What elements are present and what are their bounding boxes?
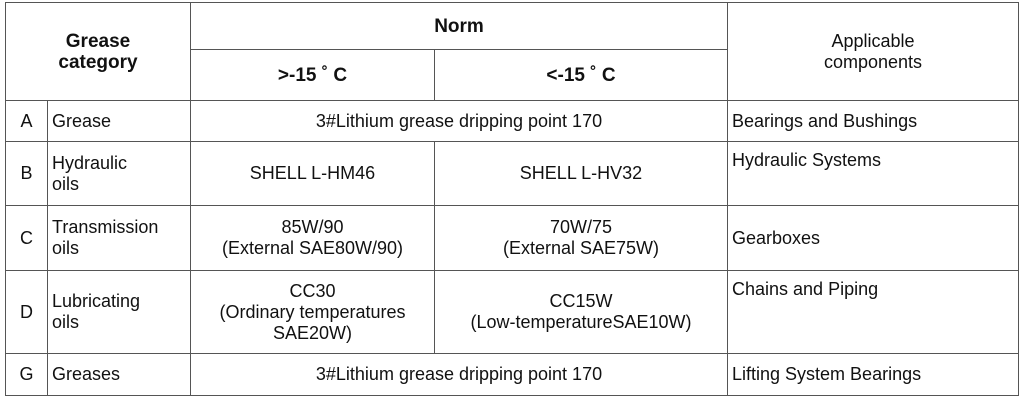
row-components: Gearboxes: [727, 205, 1019, 271]
header-norm-text: Norm: [434, 15, 484, 37]
row-name-text: Hydraulic: [52, 152, 128, 173]
row-name: Lubricating oils: [47, 270, 191, 354]
header-components-text: Applicable: [831, 30, 915, 51]
header-components-text: components: [823, 51, 923, 72]
row-components: Bearings and Bushings: [727, 100, 1019, 142]
row-name: Transmission oils: [47, 205, 191, 271]
row-components: Lifting System Bearings: [727, 353, 1019, 396]
row-above-text: (Ordinary temperatures: [219, 301, 406, 322]
row-name-text: Greases: [52, 364, 121, 384]
row-code-text: D: [20, 301, 33, 322]
row-components-text: Gearboxes: [732, 227, 821, 248]
row-above: 85W/90 (External SAE80W/90): [190, 205, 435, 271]
row-name-text: oils: [52, 238, 80, 258]
row-code-text: A: [20, 110, 33, 131]
row-below: 70W/75 (External SAE75W): [434, 205, 728, 271]
row-components-text: Hydraulic Systems: [732, 150, 882, 170]
row-below: CC15W (Low-temperatureSAE10W): [434, 270, 728, 354]
row-name-text: Transmission: [52, 217, 159, 237]
row-components: Chains and Piping: [727, 270, 1019, 354]
header-category-text: Grease: [65, 30, 131, 52]
row-components-text: Bearings and Bushings: [732, 110, 918, 131]
header-category-text: category: [58, 51, 138, 73]
row-name: Hydraulic oils: [47, 141, 191, 206]
row-above-text: 85W/90: [281, 217, 344, 237]
header-below-text: <-15 ˚ C: [546, 64, 616, 86]
row-above-text: SAE20W): [272, 322, 353, 343]
row-name: Greases: [47, 353, 191, 396]
header-below: <-15 ˚ C: [434, 49, 728, 101]
header-above: >-15 ˚ C: [190, 49, 435, 101]
row-name-text: oils: [52, 173, 80, 194]
row-norm: 3#Lithium grease dripping point 170: [190, 353, 728, 396]
row-above: CC30 (Ordinary temperatures SAE20W): [190, 270, 435, 354]
row-above-text: SHELL L-HM46: [249, 163, 376, 183]
row-above-text: CC30: [289, 280, 336, 301]
row-norm-text: 3#Lithium grease dripping point 170: [315, 110, 603, 131]
row-code-text: C: [20, 227, 33, 248]
header-components: Applicable components: [727, 2, 1019, 101]
row-below-text: 70W/75: [549, 217, 613, 237]
row-name: Grease: [47, 100, 191, 142]
header-norm: Norm: [190, 2, 728, 50]
row-components-text: Chains and Piping: [732, 279, 879, 299]
row-norm: 3#Lithium grease dripping point 170: [190, 100, 728, 142]
row-below: SHELL L-HV32: [434, 141, 728, 206]
row-components: Hydraulic Systems: [727, 141, 1019, 206]
row-norm-text: 3#Lithium grease dripping point 170: [315, 364, 603, 384]
row-above: SHELL L-HM46: [190, 141, 435, 206]
row-code: A: [5, 100, 48, 142]
row-above-text: (External SAE80W/90): [221, 238, 404, 258]
row-code: C: [5, 205, 48, 271]
row-components-text: Lifting System Bearings: [732, 364, 922, 384]
row-code: D: [5, 270, 48, 354]
row-code: G: [5, 353, 48, 396]
row-below-text: SHELL L-HV32: [519, 163, 643, 183]
row-below-text: CC15W: [549, 291, 613, 311]
row-code-text: G: [19, 364, 34, 384]
row-below-text: (Low-temperatureSAE10W): [470, 312, 692, 332]
row-name-text: Grease: [52, 110, 112, 131]
row-name-text: Lubricating: [52, 291, 141, 311]
row-below-text: (External SAE75W): [502, 238, 660, 258]
row-code-text: B: [20, 163, 33, 183]
row-code: B: [5, 141, 48, 206]
header-above-text: >-15 ˚ C: [277, 64, 348, 86]
header-category: Grease category: [5, 2, 191, 101]
row-name-text: oils: [52, 312, 80, 332]
